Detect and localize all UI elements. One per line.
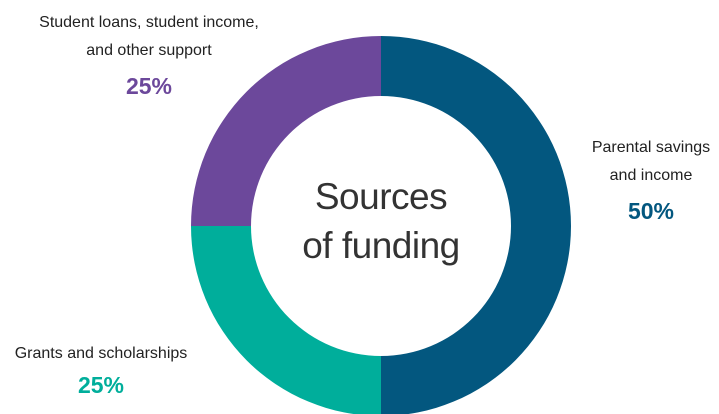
- segment-pct-loans: 25%: [126, 73, 172, 99]
- segment-pct-parental: 50%: [628, 198, 674, 224]
- segment-pct-grants: 25%: [78, 372, 124, 398]
- center-label-line-2: of funding: [302, 225, 460, 266]
- segment-label-loans: Student loans, student income, and other…: [39, 14, 259, 99]
- center-label-line-1: Sources: [315, 176, 447, 217]
- donut-slice-grants: [191, 226, 381, 414]
- segment-label-grants: Grants and scholarships 25%: [15, 345, 188, 398]
- segment-label-loans-line-1: Student loans, student income,: [39, 14, 259, 31]
- donut-slices: [191, 36, 571, 414]
- center-label: Sources of funding: [302, 176, 460, 266]
- segment-label-loans-line-2: and other support: [86, 42, 212, 59]
- segment-label-parental-line-2: and income: [610, 167, 693, 184]
- segment-label-grants-line-1: Grants and scholarships: [15, 345, 188, 362]
- segment-label-parental-line-1: Parental savings: [592, 139, 710, 156]
- donut-slice-loans: [191, 36, 381, 226]
- donut-slice-parental: [381, 36, 571, 414]
- segment-label-parental: Parental savings and income 50%: [592, 139, 710, 224]
